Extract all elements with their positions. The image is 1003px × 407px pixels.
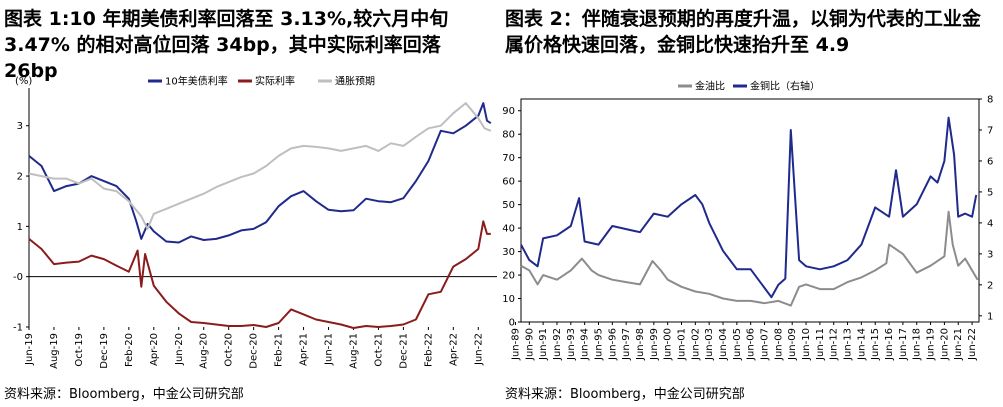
c1-x-tick-label: Oct-19: [74, 333, 85, 367]
c2-x-tick-label: Jun-07: [760, 328, 771, 361]
c1-x-tick-label: Dec-20: [249, 333, 260, 369]
c2-x-tick-label: Jun-19: [926, 328, 937, 361]
c1-series-line-3: [28, 102, 492, 230]
c2-y2-tick-label: 1: [987, 311, 993, 322]
c1-y-tick-label: 1: [17, 222, 23, 233]
c2-x-tick-label: Jun-22: [967, 328, 978, 361]
c2-x-tick-label: Jun-03: [704, 328, 715, 361]
c2-y2-tick-label: 6: [987, 156, 993, 167]
c2-series-line-2: [520, 116, 978, 299]
c2-y-tick-label: 90: [502, 106, 515, 117]
c2-x-tick-label: Jun-15: [870, 328, 881, 361]
c2-y2-tick-label: 7: [987, 125, 993, 136]
c1-x-tick-label: Feb-22: [423, 333, 434, 367]
c2-x-tick-label: Jun-99: [649, 328, 660, 361]
c2-x-tick-label: Jun-20: [939, 328, 950, 361]
c2-y-tick-label: 0: [509, 318, 515, 329]
c1-legend-label-3: 通胀预期: [335, 76, 375, 88]
c1-y-axis-label: (%): [15, 76, 32, 87]
c2-x-tick-label: Jun-95: [593, 328, 604, 361]
c1-legend-label-2: 实际利率: [255, 75, 295, 88]
c2-x-tick-label: Jun-11: [815, 328, 826, 361]
c1-x-tick-label: Jun-21: [324, 333, 335, 366]
c1-y-tick-label: -0: [13, 272, 23, 283]
c1-series-line-2: [28, 220, 491, 329]
c2-legend-label-1: 金油比: [695, 80, 725, 93]
c2-x-tick-label: Jun-97: [621, 328, 632, 361]
c1-x-tick-label: Feb-21: [274, 333, 285, 367]
c1-x-tick-label: Apr-21: [299, 333, 310, 366]
c2-y-tick-label: 20: [502, 271, 515, 282]
c2-x-tick-label: Jun-92: [552, 328, 563, 361]
c1-x-tick-label: Oct-20: [224, 333, 235, 367]
c2-x-tick-label: Jun-14: [856, 328, 867, 361]
c1-x-tick-label: Jun-22: [473, 333, 484, 366]
panel2-source: 资料来源：Bloomberg，中金公司研究部: [505, 387, 745, 402]
c2-x-tick-label: Jun-00: [663, 328, 674, 361]
panel1-source: 资料来源：Bloomberg，中金公司研究部: [4, 387, 244, 402]
c2-y2-tick-label: 8: [987, 95, 993, 106]
c1-x-tick-label: Feb-20: [124, 333, 135, 367]
c2-x-tick-label: Jun-04: [718, 328, 729, 361]
c2-y2-tick-label: 3: [987, 249, 993, 260]
c2-series-line-1: [520, 210, 979, 307]
c1-series-line-1: [28, 102, 492, 244]
c1-x-tick-label: Apr-22: [448, 333, 459, 366]
c2-y2-tick-label: 5: [987, 187, 993, 198]
c1-x-tick-label: Apr-20: [149, 333, 160, 366]
c1-x-tick-label: Aug-21: [348, 333, 359, 369]
c2-y-tick-label: 80: [502, 130, 515, 141]
c2-x-tick-label: Jun-89: [510, 328, 521, 361]
c2-y-tick-label: 30: [502, 247, 515, 258]
c2-x-tick-label: Jun-90: [524, 328, 535, 361]
c2-x-tick-label: Jun-21: [953, 328, 964, 361]
c1-y-tick-label: 2: [17, 172, 23, 183]
c2-y2-tick-label: 2: [987, 280, 993, 291]
c2-x-tick-label: Jun-06: [746, 328, 757, 361]
c1-legend-label-1: 10年美债利率: [165, 75, 228, 88]
c1-x-tick-label: Jun-20: [174, 333, 185, 366]
c2-x-tick-label: Jun-91: [538, 328, 549, 361]
c2-y-tick-label: 40: [502, 224, 515, 235]
c2-x-tick-label: Jun-12: [829, 328, 840, 361]
c1-x-tick-label: Dec-19: [99, 333, 110, 369]
c1-x-tick-label: Jun-19: [24, 333, 35, 366]
c2-x-tick-label: Jun-05: [732, 328, 743, 361]
c1-x-tick-label: Aug-19: [49, 333, 60, 369]
c2-x-tick-label: Jun-93: [566, 328, 577, 361]
c1-y-tick-label: 3: [17, 121, 23, 132]
c2-plot-frame: [520, 98, 980, 323]
c1-y-tick-label: -1: [13, 323, 23, 334]
c2-x-tick-label: Jun-02: [690, 328, 701, 361]
c2-x-tick-label: Jun-01: [677, 328, 688, 361]
c2-x-tick-label: Jun-94: [580, 328, 591, 361]
c2-y-tick-label: 60: [502, 177, 515, 188]
c2-x-tick-label: Jun-96: [607, 328, 618, 361]
c2-legend-label-2: 金铜比（右轴）: [750, 80, 820, 93]
c2-x-tick-label: Jun-17: [898, 328, 909, 361]
c2-x-tick-label: Jun-16: [884, 328, 895, 361]
c2-y-tick-label: 10: [502, 294, 515, 305]
panel2-title: 图表 2：伴随衰退预期的再度升温，以铜为代表的工业金属价格快速回落，金铜比快速抬…: [505, 8, 981, 56]
c2-y-tick-label: 70: [502, 153, 515, 164]
c2-x-tick-label: Jun-13: [843, 328, 854, 361]
c1-x-tick-label: Dec-21: [398, 333, 409, 369]
panel1-title: 图表 1:10 年期美债利率回落至 3.13%,较六月中旬 3.47% 的相对高…: [4, 8, 449, 82]
c2-x-tick-label: Jun-08: [773, 328, 784, 361]
c1-x-tick-label: Oct-21: [373, 333, 384, 367]
c2-x-tick-label: Jun-09: [787, 328, 798, 361]
c2-y-tick-label: 50: [502, 200, 515, 211]
c2-x-tick-label: Jun-18: [912, 328, 923, 361]
c1-x-tick-label: Aug-20: [199, 333, 210, 369]
c2-x-tick-label: Jun-10: [801, 328, 812, 361]
c2-x-tick-label: Jun-98: [635, 328, 646, 361]
c2-y2-tick-label: 4: [987, 218, 993, 229]
